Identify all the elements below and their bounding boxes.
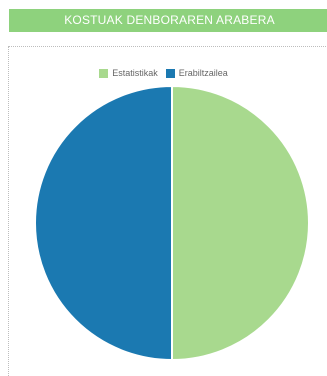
legend-swatch-estatistikak: [99, 68, 109, 78]
chart-title-bar: KOSTUAK DENBORAREN ARABERA: [9, 9, 327, 32]
legend-item-erabiltzailea[interactable]: Erabiltzailea: [165, 68, 228, 78]
chart-legend: Estatistikak Erabiltzailea: [0, 67, 327, 79]
chart-title: KOSTUAK DENBORAREN ARABERA: [64, 13, 275, 27]
legend-item-estatistikak[interactable]: Estatistikak: [99, 68, 158, 78]
legend-swatch-erabiltzailea: [165, 68, 175, 78]
chart-panel: [8, 46, 327, 376]
pie-slice-estatistikak[interactable]: [171, 84, 310, 362]
legend-label-estatistikak: Estatistikak: [112, 68, 158, 78]
pie-slices: [34, 84, 310, 362]
pie-slice-erabiltzailea[interactable]: [34, 84, 173, 362]
legend-label-erabiltzailea: Erabiltzailea: [178, 68, 228, 78]
